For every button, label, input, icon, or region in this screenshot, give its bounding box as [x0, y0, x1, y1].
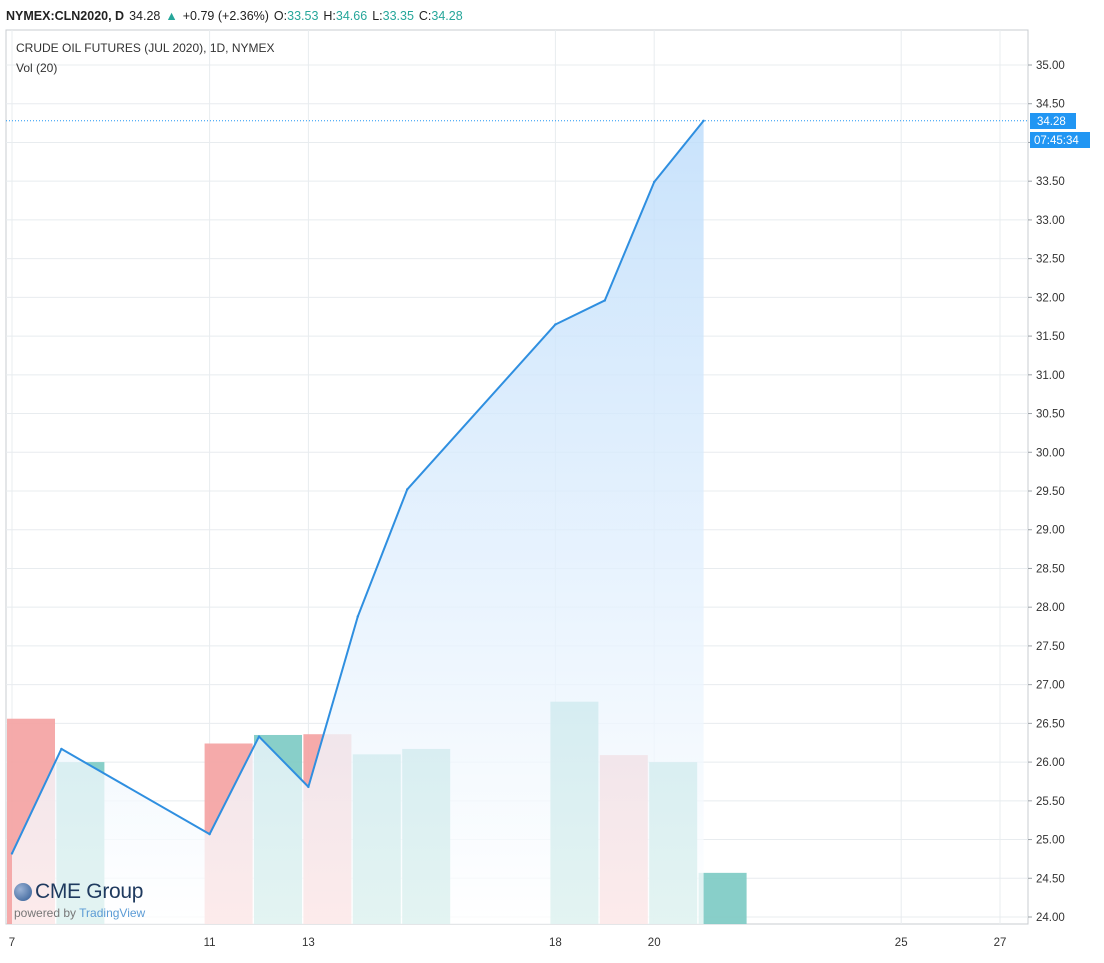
- x-tick-label: 20: [648, 937, 661, 949]
- area-fill: [12, 120, 704, 924]
- y-tick-label: 26.50: [1036, 718, 1065, 730]
- cme-logo[interactable]: CME Group powered by TradingView: [14, 880, 145, 920]
- price-change: +0.79 (+2.36%): [182, 9, 269, 23]
- chart-title: CRUDE OIL FUTURES (JUL 2020), 1D, NYMEX: [16, 41, 275, 55]
- y-tick-label: 27.50: [1036, 641, 1065, 653]
- price-point: [653, 180, 656, 184]
- y-tick-label: 33.50: [1036, 176, 1065, 188]
- y-tick-label: 34.50: [1036, 99, 1065, 111]
- y-tick-label: 24.00: [1036, 912, 1065, 924]
- price-tag: 34.28 07:45:34: [1030, 113, 1090, 148]
- price-tag-box: [1030, 113, 1076, 129]
- y-tick-label: 30.50: [1036, 409, 1065, 421]
- y-tick-label: 35.00: [1036, 60, 1065, 72]
- x-tick-label: 18: [549, 937, 562, 949]
- y-tick-label: 31.50: [1036, 331, 1065, 343]
- price-point: [406, 488, 409, 491]
- price-point: [10, 852, 14, 855]
- provider-name: TradingView: [79, 906, 146, 920]
- last-price: 34.28: [129, 9, 161, 23]
- y-tick-label: 25.50: [1036, 796, 1065, 808]
- symbol-header: NYMEX:CLN2020, D 34.28 ▲ +0.79 (+2.36%) …: [6, 6, 463, 26]
- low-value: 33.35: [382, 9, 414, 23]
- volume-bar: [698, 872, 747, 924]
- y-tick-label: 29.00: [1036, 525, 1065, 537]
- up-arrow-icon: ▲: [165, 9, 178, 23]
- price-point: [257, 735, 261, 738]
- globe-icon: [14, 883, 32, 901]
- brand-name: CME Group: [35, 880, 144, 903]
- x-tick-label: 25: [895, 937, 908, 949]
- price-point: [702, 119, 705, 122]
- high-label: H:: [323, 9, 336, 23]
- y-tick-label: 30.00: [1036, 447, 1065, 459]
- price-point: [603, 299, 606, 302]
- countdown-value: 07:45:34: [1034, 135, 1079, 147]
- y-tick-label: 24.50: [1036, 873, 1065, 885]
- y-tick-label: 28.50: [1036, 563, 1065, 575]
- price-point: [60, 747, 63, 751]
- powered-by-text: powered by: [14, 906, 77, 920]
- y-tick-label: 25.00: [1036, 835, 1065, 847]
- price-point: [356, 615, 359, 618]
- y-tick-label: 28.00: [1036, 602, 1065, 614]
- price-axis[interactable]: 35.0034.5034.0033.5033.0032.5032.0031.50…: [1028, 60, 1065, 924]
- price-area: [10, 119, 705, 924]
- price-point: [208, 832, 211, 836]
- y-tick-label: 32.50: [1036, 254, 1065, 266]
- y-tick-label: 31.00: [1036, 370, 1065, 382]
- price-tag-value: 34.28: [1037, 116, 1066, 128]
- low-label: L:: [372, 9, 383, 23]
- y-tick-label: 29.50: [1036, 486, 1065, 498]
- volume-legend: Vol (20): [16, 61, 57, 75]
- open-value: 33.53: [287, 9, 319, 23]
- symbol-name: NYMEX:CLN2020, D: [6, 9, 125, 23]
- countdown-box: [1030, 132, 1090, 148]
- x-tick-label: 27: [994, 937, 1007, 949]
- y-tick-label: 33.00: [1036, 215, 1065, 227]
- close-value: 34.28: [431, 9, 463, 23]
- price-point: [554, 323, 557, 326]
- close-label: C:: [418, 9, 432, 23]
- x-tick-label: 11: [204, 937, 216, 949]
- x-tick-label: 13: [302, 937, 315, 949]
- y-tick-label: 32.00: [1036, 292, 1065, 304]
- y-tick-label: 26.00: [1036, 757, 1065, 769]
- x-tick-label: 7: [9, 937, 15, 949]
- open-label: O:: [273, 9, 288, 23]
- time-axis[interactable]: 7111318202527Jun3: [9, 937, 1104, 949]
- price-point: [307, 785, 310, 789]
- high-value: 34.66: [335, 9, 368, 23]
- y-tick-label: 27.00: [1036, 680, 1065, 692]
